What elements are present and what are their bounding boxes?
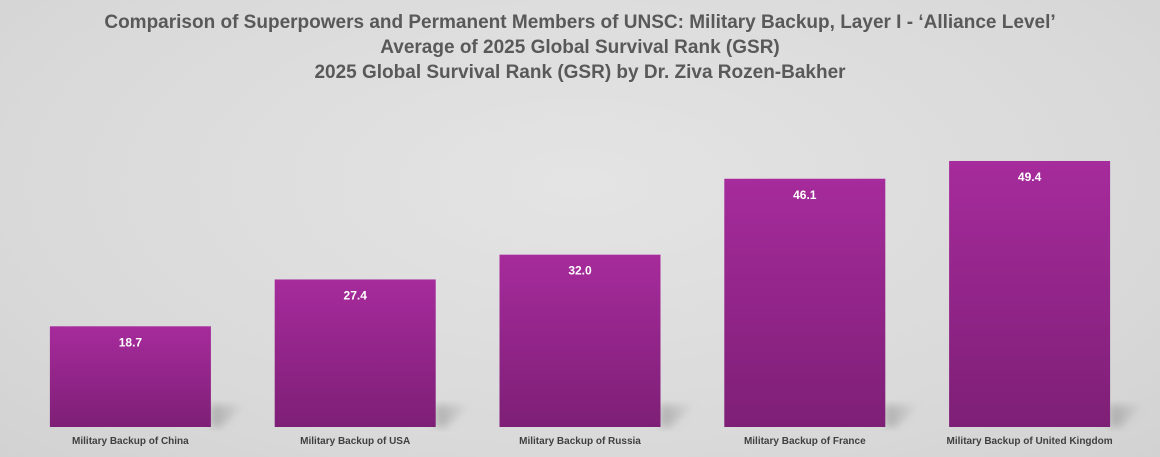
chart-title-line-3: 2025 Global Survival Rank (GSR) by Dr. Z…	[314, 62, 846, 83]
bar	[949, 160, 1111, 427]
data-label: 49.4	[1018, 170, 1042, 184]
data-label: 32.0	[568, 264, 592, 278]
data-label: 18.7	[119, 335, 143, 349]
data-label: 46.1	[793, 188, 817, 202]
chart-title-line-2: Average of 2025 Global Survival Rank (GS…	[380, 37, 780, 58]
category-label: Military Backup of United Kingdom	[947, 436, 1113, 447]
bar	[724, 178, 886, 427]
bar	[499, 254, 661, 427]
category-label: Military Backup of Russia	[519, 436, 641, 447]
bar-shadow	[210, 405, 246, 427]
bar-shadow	[1110, 405, 1146, 427]
bar-shadow	[885, 405, 921, 427]
bar	[274, 279, 436, 427]
category-label: Military Backup of China	[72, 436, 189, 447]
bar	[49, 326, 211, 427]
bar-shadow	[435, 405, 471, 427]
category-label: Military Backup of USA	[300, 436, 410, 447]
chart-title: Comparison of Superpowers and Permanent …	[0, 10, 1160, 85]
data-label: 27.4	[344, 288, 368, 302]
category-label: Military Backup of France	[744, 436, 866, 447]
bar-shadow	[660, 405, 696, 427]
chart-title-line-1: Comparison of Superpowers and Permanent …	[104, 12, 1056, 33]
